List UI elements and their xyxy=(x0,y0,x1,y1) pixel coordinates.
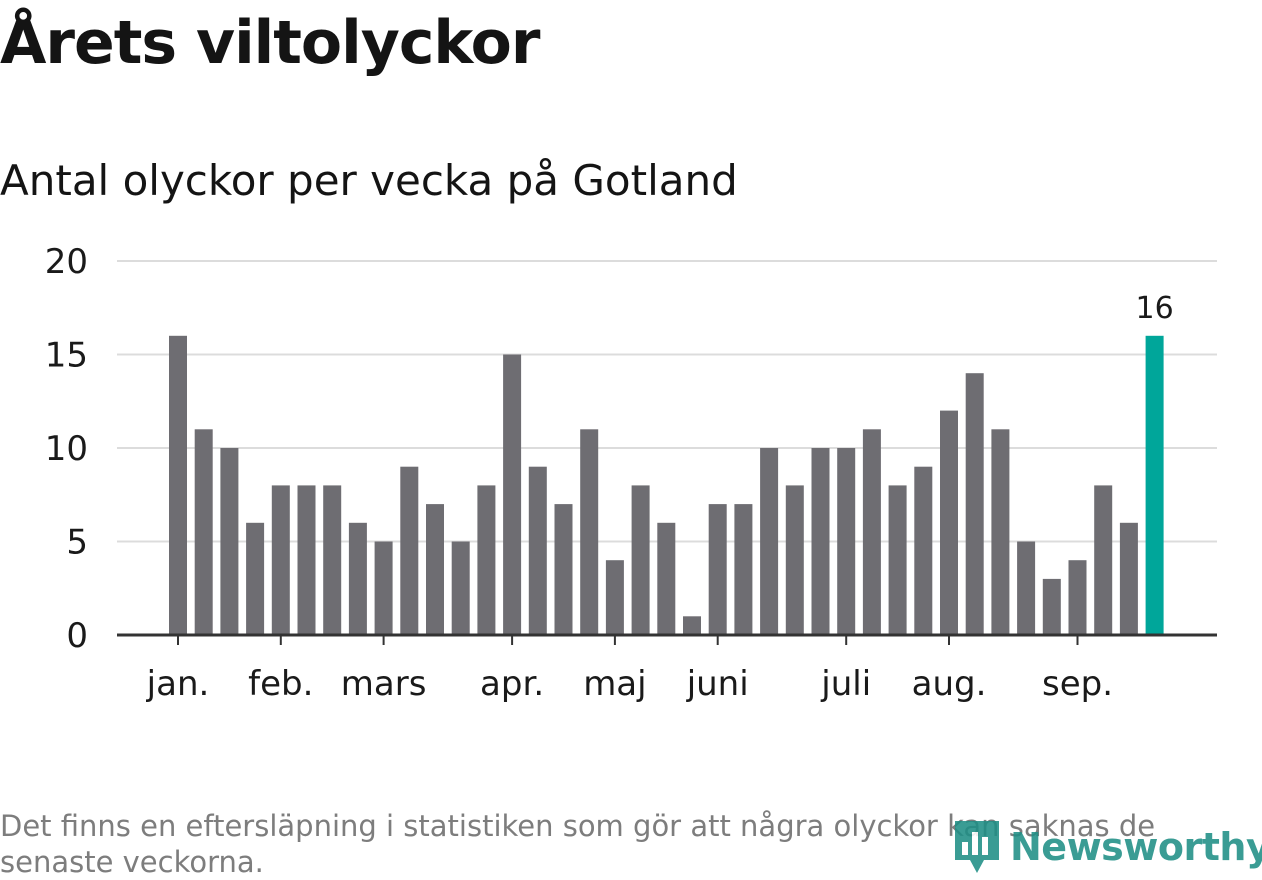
chart-subtitle: Antal olyckor per vecka på Gotland xyxy=(0,156,738,205)
bar xyxy=(914,466,933,635)
bar xyxy=(426,504,444,635)
x-tick-label: mars xyxy=(341,664,427,704)
bar xyxy=(451,541,470,635)
bar-chart: 0 5 10 15 20 16 jan. feb. mars apr. maj juni juli aug… xyxy=(45,242,1217,704)
bar xyxy=(580,429,599,635)
bar xyxy=(374,541,393,635)
bar xyxy=(169,335,187,635)
x-tick-label: feb. xyxy=(248,664,313,704)
bar xyxy=(734,504,753,635)
bar xyxy=(605,560,624,635)
bar xyxy=(862,429,881,635)
bar xyxy=(220,448,239,635)
y-tick-label: 10 xyxy=(45,429,88,469)
y-tick-label: 20 xyxy=(45,242,88,282)
bar xyxy=(348,522,367,635)
bar xyxy=(940,410,958,635)
bar xyxy=(271,485,290,635)
bar xyxy=(631,485,650,635)
x-tick-label: aug. xyxy=(912,664,987,704)
bar xyxy=(503,354,522,635)
bar xyxy=(991,429,1010,635)
x-tick-label: juli xyxy=(820,664,871,704)
bar xyxy=(297,485,316,635)
x-tick-label: sep. xyxy=(1042,664,1113,704)
bar xyxy=(888,485,907,635)
bar xyxy=(965,373,984,635)
bar xyxy=(1017,541,1036,635)
bar xyxy=(1094,485,1113,635)
bar xyxy=(400,466,419,635)
x-tick-label: juni xyxy=(686,664,749,704)
bar xyxy=(323,485,342,635)
bar xyxy=(1119,522,1138,635)
newsworthy-logo[interactable]: Newsworthy xyxy=(952,818,1262,876)
bar xyxy=(785,485,804,635)
x-tick-label: maj xyxy=(583,664,646,704)
bar xyxy=(1068,560,1087,635)
y-tick-label: 15 xyxy=(45,336,88,376)
x-tick-label: apr. xyxy=(480,664,544,704)
y-tick-label: 5 xyxy=(66,523,88,563)
bar-highlight xyxy=(1145,335,1164,635)
bar xyxy=(683,616,701,635)
bar xyxy=(657,522,676,635)
bar xyxy=(1042,578,1061,635)
bar xyxy=(811,448,830,635)
bar xyxy=(760,448,779,635)
bar xyxy=(837,448,856,635)
newsworthy-logo-icon xyxy=(955,821,999,873)
bar xyxy=(246,522,265,635)
y-tick-label: 0 xyxy=(66,616,88,656)
bar xyxy=(528,466,547,635)
data-label: 16 xyxy=(1136,291,1174,326)
bar xyxy=(194,429,213,635)
bar xyxy=(708,504,727,635)
bar xyxy=(554,504,573,635)
bar xyxy=(477,485,496,635)
x-tick-label: jan. xyxy=(146,664,210,704)
page-title: Årets viltolyckor xyxy=(0,8,540,78)
brand-name: Newsworthy xyxy=(1010,825,1262,869)
